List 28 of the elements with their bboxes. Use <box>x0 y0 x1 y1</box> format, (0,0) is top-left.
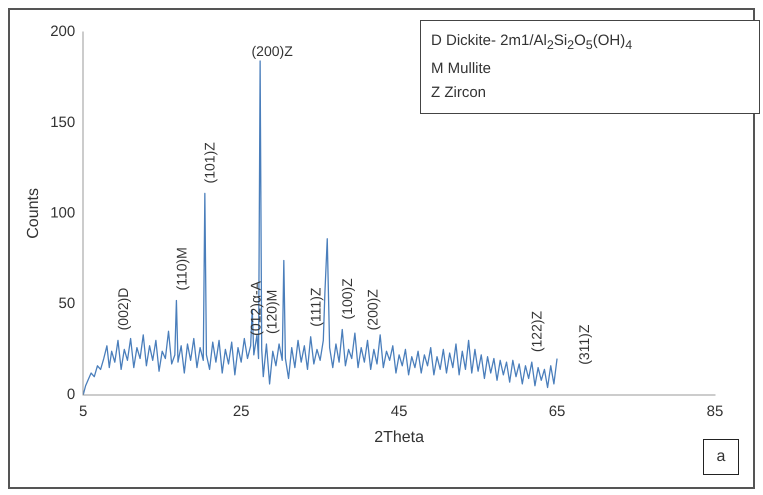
y-tick-label: 200 <box>50 23 76 40</box>
annotation: (012)α-A <box>248 280 264 336</box>
annotation: (101)Z <box>202 142 218 184</box>
annotation: (200)Z <box>252 42 294 59</box>
annotation: (100)Z <box>339 278 356 320</box>
annotation: (111)Z <box>308 287 324 327</box>
annotation: D Dickite- 2m1/Al$_{2}$Si$_{2}$O$_{5}$(OH)$_{4}$ <box>431 31 634 54</box>
annotation: (122)Z <box>528 310 545 352</box>
y-tick-label: 0 <box>66 386 76 403</box>
y-tick-label: 50 <box>58 295 76 312</box>
x-tick-label: 85 <box>706 402 724 420</box>
x-tick-label: 45 <box>390 402 408 420</box>
y-tick-label: 150 <box>50 114 76 131</box>
x-axis-title: 2Theta <box>374 428 424 446</box>
key-box: D Dickite- 2m1/Al$_{2}$Si$_{2}$O$_{5}$(OH)$_{4}$ M Mullite Z Zircon <box>420 20 760 114</box>
annotation: Z Zircon <box>431 83 488 103</box>
annotation: (002)D <box>114 288 131 330</box>
annotation: (110)M <box>173 247 190 290</box>
x-tick-label: 5 <box>79 402 88 420</box>
y-tick-label: 100 <box>50 204 76 222</box>
annotation: M Mullite <box>431 59 492 79</box>
x-tick-label: 25 <box>232 402 250 420</box>
annotation: (200)Z <box>364 288 380 330</box>
annotation: (311)Z <box>576 324 592 365</box>
annotation: (120)M <box>263 290 280 334</box>
text: a <box>703 439 739 475</box>
y-axis-title: Counts <box>25 188 42 239</box>
x-tick-label: 65 <box>548 402 566 420</box>
